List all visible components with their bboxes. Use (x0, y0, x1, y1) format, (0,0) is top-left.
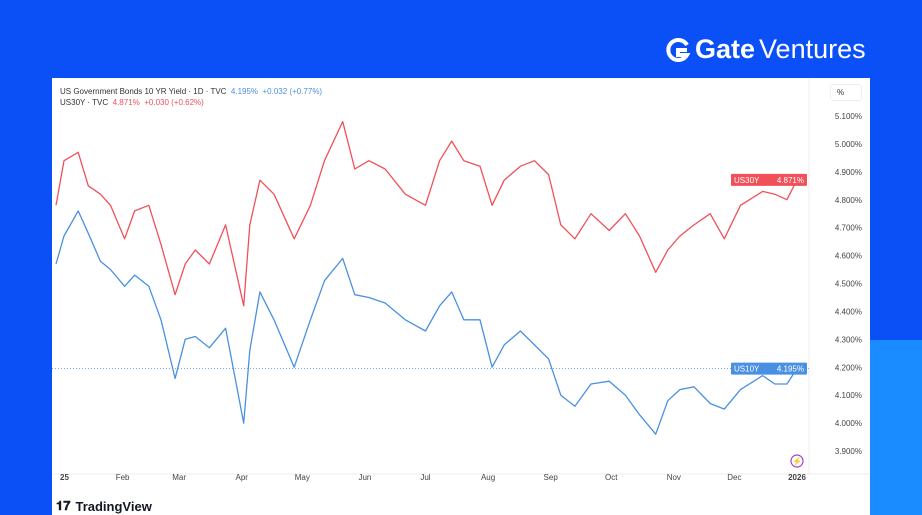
legend-change: +0.032 (+0.77%) (262, 87, 323, 96)
y-tick-label: 3.900% (835, 447, 862, 456)
legend-label: US Government Bonds 10 YR Yield · 1D · T… (60, 87, 227, 96)
x-tick-label: Jul (420, 473, 430, 482)
y-tick-label: 5.100% (835, 112, 862, 121)
y-tick-label: 4.500% (835, 280, 862, 289)
x-tick-label: Jun (358, 473, 371, 482)
legend-value: 4.195% (230, 87, 259, 96)
y-tick-label: 4.400% (835, 307, 862, 316)
x-tick-label: Mar (172, 473, 186, 482)
price-tag-us30y (731, 173, 807, 186)
y-tick-label: 4.600% (835, 252, 862, 261)
gate-ventures-logo: Gate Ventures (665, 34, 866, 65)
legend-us30y: US30Y · TVC 4.871% +0.030 (+0.62%) (60, 97, 322, 108)
percent-scale-button[interactable]: % (830, 84, 862, 101)
legend-value: 4.871% (112, 98, 140, 107)
tradingview-logo: 𝟏𝟕 TradingView (56, 498, 152, 514)
x-tick-label: May (295, 473, 310, 482)
chart-legend: US Government Bonds 10 YR Yield · 1D · T… (60, 86, 322, 108)
x-tick-label: Feb (116, 473, 130, 482)
logo-text: Ventures (759, 34, 866, 64)
chart-svg[interactable]: 3.900% 4.000% 4.100% 4.200% 4.300% 4.400% 4.50… (52, 78, 870, 515)
legend-label: US30Y · TVC (60, 98, 109, 107)
price-tag-name: US10Y (734, 365, 760, 374)
x-tick-label: 2026 (788, 473, 806, 482)
y-tick-label: 4.200% (835, 363, 862, 372)
x-tick-label: Dec (727, 473, 741, 482)
lightning-glyph: ⚡ (792, 456, 802, 466)
lightning-icon (790, 454, 804, 468)
series-line-us10y (55, 210, 798, 435)
y-tick-label: 4.900% (835, 168, 862, 177)
x-tick-label: Aug (481, 473, 495, 482)
gate-logo-icon (666, 37, 691, 62)
x-tick-label: Nov (667, 473, 681, 482)
tradingview-icon: 𝟏𝟕 (56, 498, 71, 513)
tradingview-text: TradingView (75, 498, 152, 514)
logo-text-bold: Gate (695, 34, 756, 64)
y-tick-label: 4.300% (835, 335, 862, 344)
price-tag-value: 4.871% (777, 176, 804, 185)
y-tick-label: 5.000% (835, 140, 862, 149)
x-tick-label: Apr (235, 473, 248, 482)
y-tick-label: 4.800% (835, 196, 862, 205)
x-tick-label: Sep (544, 473, 559, 482)
price-tag-value: 4.195% (777, 365, 804, 374)
legend-change: +0.030 (+0.62%) (144, 98, 204, 107)
y-tick-label: 4.100% (835, 391, 862, 400)
price-tag-name: US30Y (734, 176, 760, 185)
legend-us10y: US Government Bonds 10 YR Yield · 1D · T… (60, 86, 322, 97)
background-accent (870, 340, 922, 515)
price-tag-us10y (731, 362, 807, 375)
y-tick-label: 4.000% (835, 419, 862, 428)
chart-panel: 3.900% 4.000% 4.100% 4.200% 4.300% 4.400% 4.50… (52, 78, 870, 515)
series-line-us30y (55, 120, 798, 307)
y-tick-label: 4.700% (835, 224, 862, 233)
x-tick-label: 25 (60, 473, 69, 482)
x-tick-label: Oct (605, 473, 618, 482)
